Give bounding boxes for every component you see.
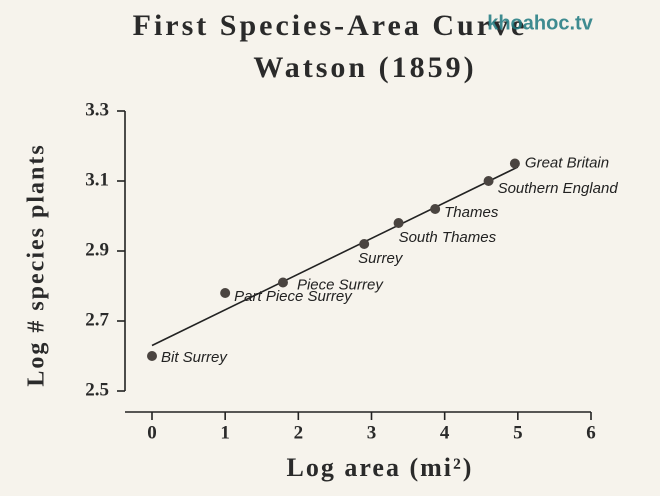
- x-tick-label: 2: [294, 422, 304, 443]
- fit-line: [151, 166, 519, 347]
- data-point: [430, 204, 441, 214]
- y-tick-label: 2.7: [85, 309, 109, 330]
- chart-subtitle: Watson (1859): [253, 51, 476, 84]
- x-tick-label: 0: [147, 422, 157, 443]
- x-tick-label: 3: [367, 422, 377, 443]
- point-label: Southern England: [498, 180, 619, 197]
- point-label: Surrey: [358, 250, 404, 267]
- data-point: [393, 218, 404, 228]
- y-tick-label: 3.1: [85, 169, 109, 190]
- y-tick-label: 2.5: [85, 379, 109, 400]
- point-label: Piece Surrey: [297, 276, 384, 293]
- point-label: Thames: [444, 204, 499, 221]
- data-point: [220, 288, 231, 298]
- data-point: [359, 239, 370, 249]
- y-axis-label: Log # species plants: [24, 143, 50, 386]
- watermark: khoahoc.tv: [487, 12, 593, 34]
- y-tick-label: 3.3: [85, 99, 109, 120]
- chart-title: First Species-Area Curve: [133, 9, 528, 42]
- x-tick-label: 5: [513, 422, 523, 443]
- point-label: Bit Surrey: [161, 349, 228, 366]
- point-label: Great Britain: [525, 154, 609, 171]
- y-tick-label: 2.9: [85, 239, 109, 260]
- data-point: [277, 277, 288, 288]
- x-tick-label: 6: [586, 422, 596, 443]
- x-tick-label: 1: [220, 422, 230, 443]
- data-point: [483, 176, 494, 186]
- point-label: Part Piece Surrey: [234, 288, 353, 305]
- data-point: [509, 158, 520, 169]
- x-axis-label: Log area (mi²): [287, 453, 474, 482]
- x-tick-label: 4: [440, 422, 450, 443]
- point-label: South Thames: [399, 229, 497, 246]
- data-point: [147, 351, 157, 361]
